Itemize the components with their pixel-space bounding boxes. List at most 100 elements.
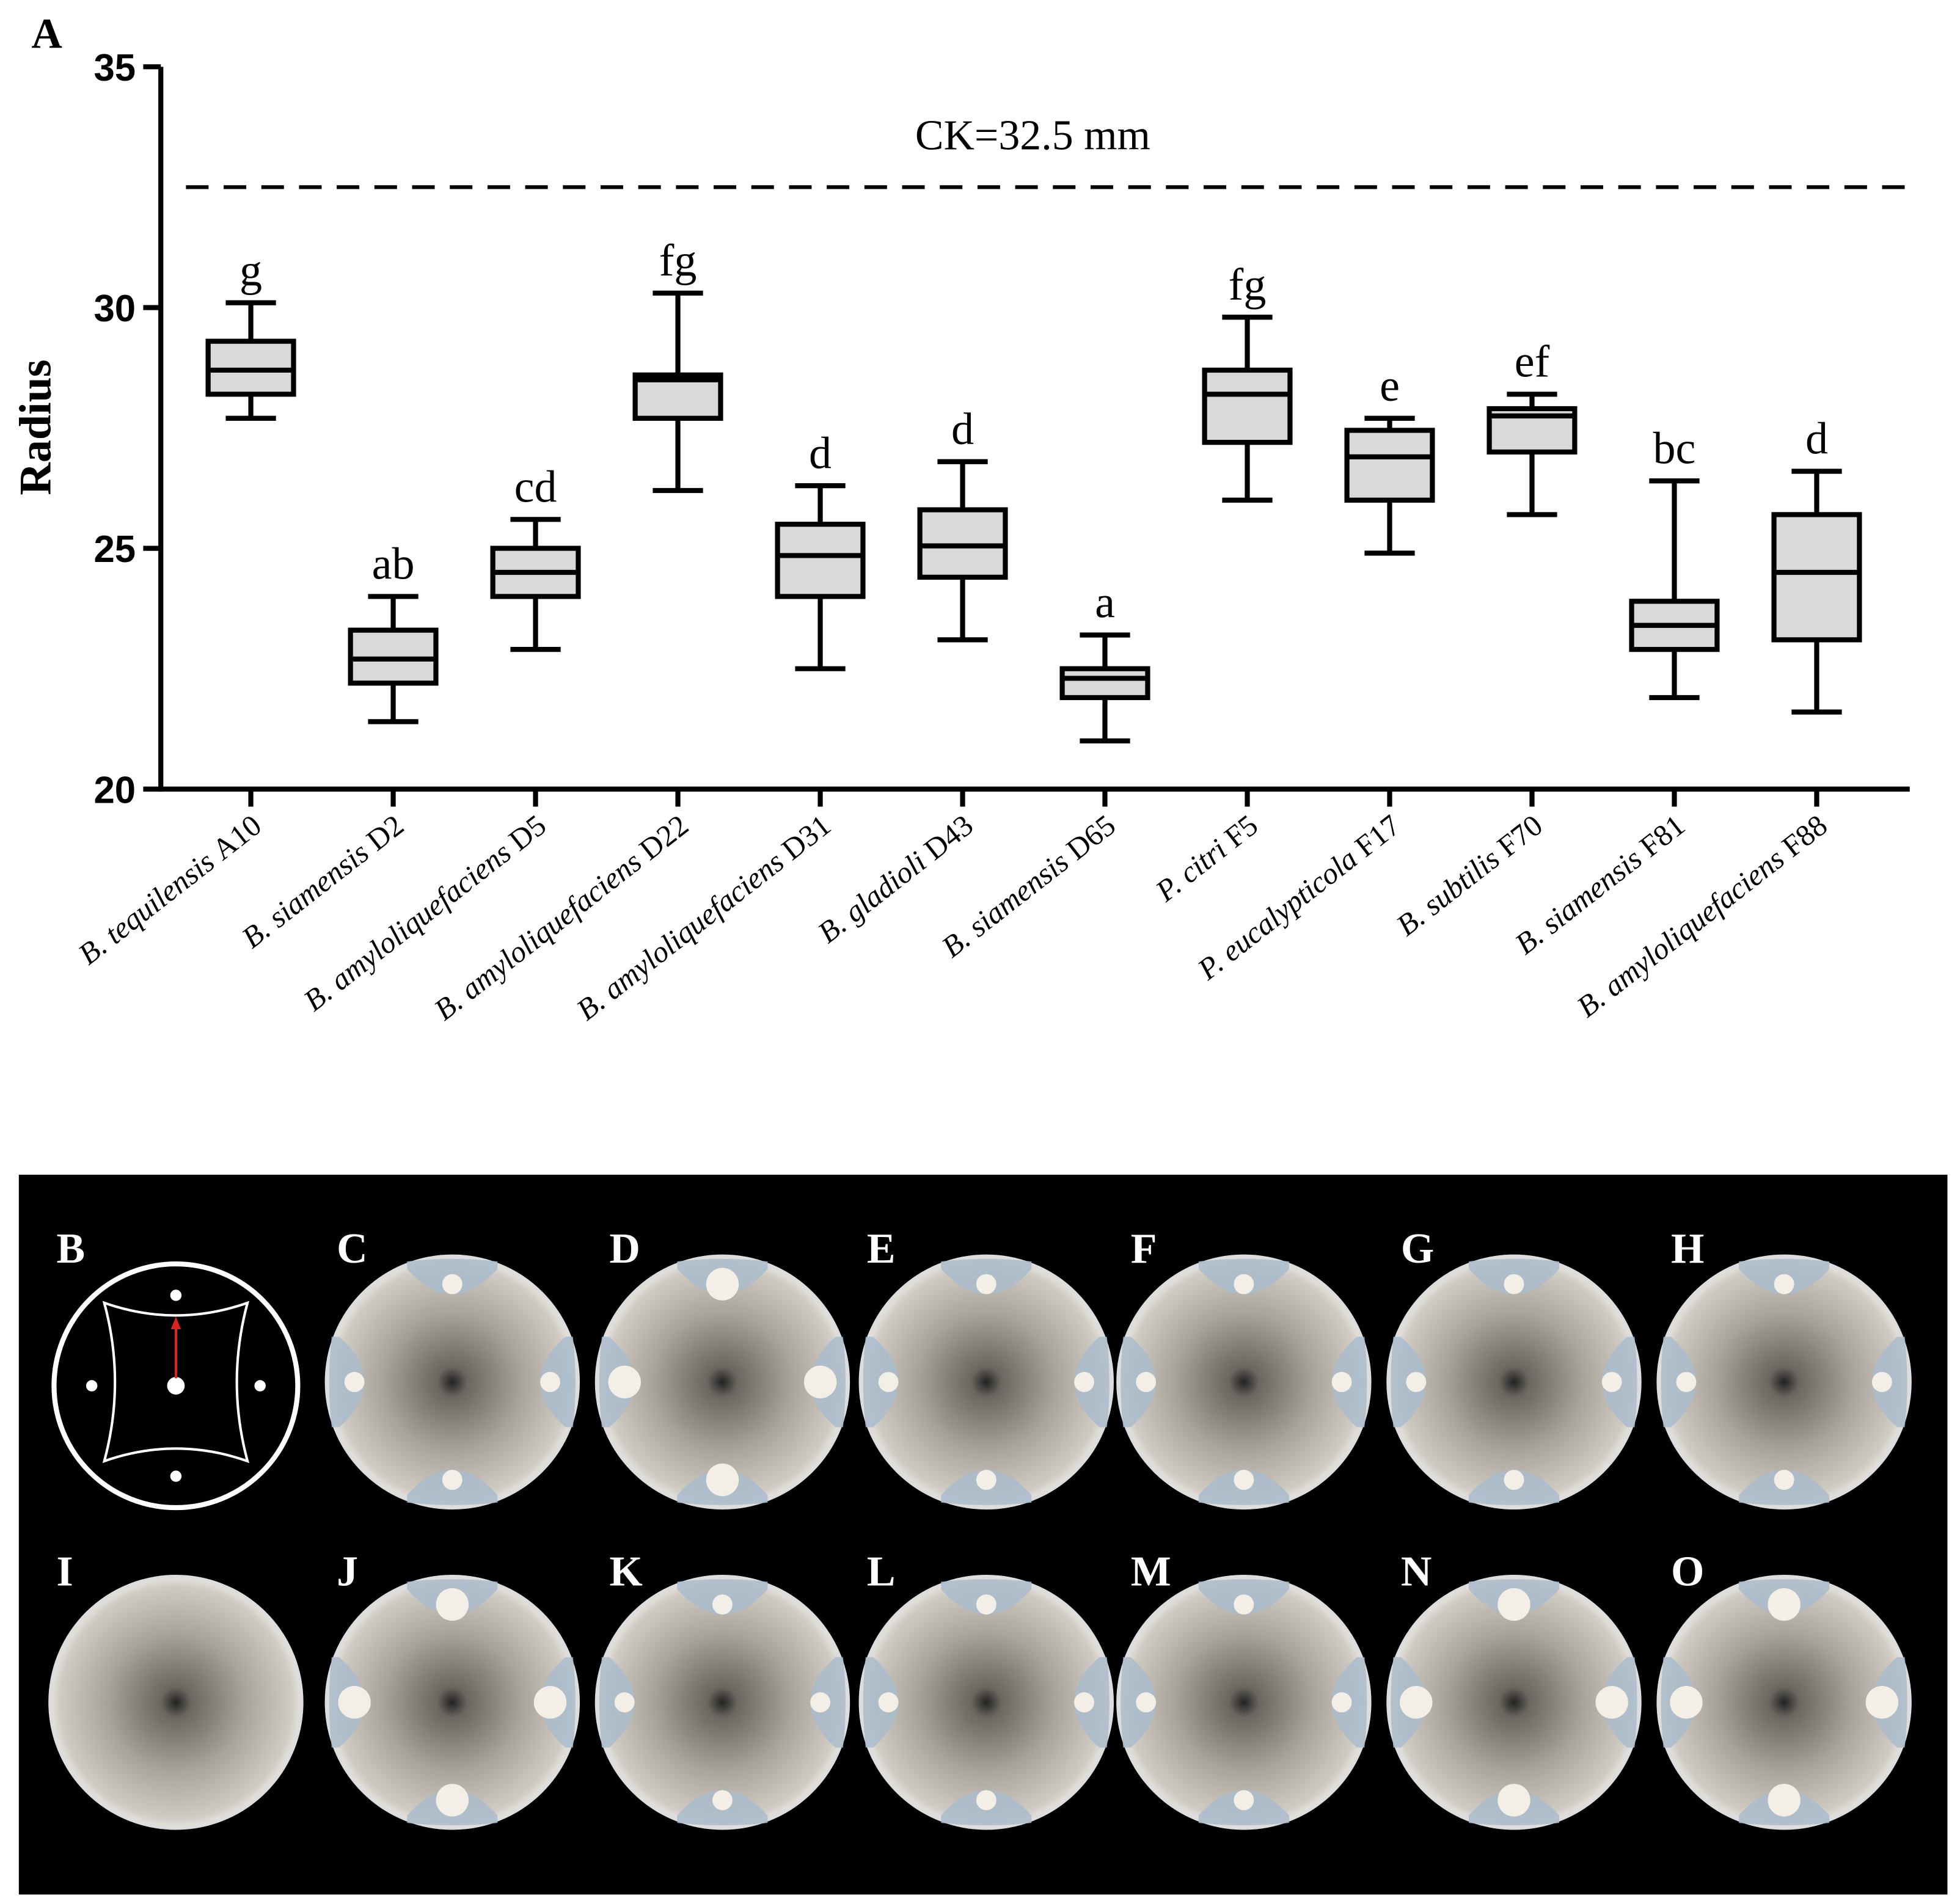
group-letter: g bbox=[240, 246, 262, 296]
colony bbox=[1504, 1470, 1524, 1491]
colony bbox=[1074, 1371, 1094, 1392]
x-tick-label: B. amyloliquefaciens D31 bbox=[570, 808, 837, 1027]
x-tick-label: B. tequilensis A10 bbox=[72, 808, 268, 971]
colony bbox=[1504, 1274, 1524, 1294]
plate bbox=[1386, 1254, 1642, 1510]
reference-label: CK=32.5 mm bbox=[915, 112, 1150, 159]
colony bbox=[1136, 1692, 1157, 1713]
colony bbox=[1676, 1371, 1697, 1392]
colony bbox=[344, 1371, 365, 1392]
panel-label: M bbox=[1131, 1549, 1171, 1596]
colony bbox=[442, 1470, 463, 1491]
plate bbox=[324, 1254, 580, 1510]
colony bbox=[1234, 1274, 1254, 1294]
diagram-zone bbox=[102, 1301, 250, 1464]
colony bbox=[1234, 1594, 1254, 1615]
panel-label: C bbox=[337, 1225, 367, 1272]
colony bbox=[1865, 1686, 1899, 1719]
colony bbox=[1234, 1470, 1254, 1491]
panel-label: L bbox=[867, 1549, 896, 1596]
colony bbox=[712, 1594, 733, 1615]
group-letter: e bbox=[1380, 361, 1400, 411]
y-axis-label: Radius bbox=[10, 359, 60, 495]
plot: 20 25 30 35 CK=32.5 mm B. tequilensis A10 g B. … bbox=[72, 47, 1910, 1027]
colony bbox=[1871, 1371, 1892, 1392]
panel-label: G bbox=[1401, 1225, 1434, 1272]
y-tick-label: 25 bbox=[93, 528, 136, 571]
panel-label: B bbox=[57, 1225, 86, 1272]
colony bbox=[1406, 1371, 1427, 1392]
colony bbox=[706, 1268, 739, 1301]
colony bbox=[1774, 1470, 1794, 1491]
y-tick-label: 20 bbox=[93, 769, 136, 811]
group-letter: fg bbox=[659, 236, 697, 286]
panel-label: A bbox=[31, 10, 62, 57]
box bbox=[1202, 367, 1293, 445]
colony bbox=[1331, 1371, 1352, 1392]
colony bbox=[1774, 1274, 1794, 1294]
group-letter: fg bbox=[1229, 260, 1267, 310]
colony bbox=[436, 1784, 469, 1817]
group-letter: d bbox=[809, 428, 832, 478]
plate bbox=[1656, 1254, 1912, 1510]
group-letter: a bbox=[1095, 578, 1115, 628]
colony bbox=[614, 1692, 635, 1713]
x-tick-label: B. amyloliquefaciens D5 bbox=[298, 808, 552, 1018]
plate bbox=[594, 1575, 850, 1830]
plate bbox=[1116, 1575, 1372, 1830]
box bbox=[1771, 512, 1862, 643]
panel-label: F bbox=[1131, 1225, 1157, 1272]
panel-label: E bbox=[867, 1225, 896, 1272]
colony bbox=[1670, 1686, 1703, 1719]
group-letter: cd bbox=[514, 462, 557, 513]
colony bbox=[1768, 1588, 1801, 1621]
plate bbox=[594, 1254, 850, 1510]
panel-label: K bbox=[609, 1549, 642, 1596]
panel-label: I bbox=[57, 1549, 73, 1596]
plate bbox=[324, 1575, 580, 1830]
diagram-dot bbox=[254, 1380, 266, 1392]
colony bbox=[1768, 1784, 1801, 1817]
group-letter: d bbox=[951, 404, 974, 454]
colony bbox=[810, 1692, 831, 1713]
colony bbox=[1136, 1371, 1157, 1392]
colony bbox=[976, 1274, 996, 1294]
colony bbox=[533, 1686, 567, 1719]
colony bbox=[1497, 1784, 1530, 1817]
panel-label: N bbox=[1401, 1549, 1432, 1596]
diagram-plate bbox=[51, 1261, 301, 1511]
box bbox=[1059, 666, 1150, 701]
colony bbox=[1074, 1692, 1094, 1713]
y-tick-label: 35 bbox=[93, 47, 136, 89]
diagram-dot bbox=[170, 1470, 182, 1482]
box bbox=[1344, 428, 1435, 503]
panel-label: O bbox=[1671, 1549, 1704, 1596]
panel-label: D bbox=[609, 1225, 640, 1272]
colony bbox=[436, 1588, 469, 1621]
diagram-dot bbox=[86, 1380, 98, 1392]
colony bbox=[338, 1686, 371, 1719]
colony bbox=[1234, 1790, 1254, 1811]
plate bbox=[1386, 1575, 1642, 1830]
colony bbox=[1331, 1692, 1352, 1713]
diagram-dot bbox=[170, 1290, 182, 1301]
box bbox=[775, 522, 866, 599]
colony bbox=[976, 1594, 996, 1615]
colony bbox=[540, 1371, 560, 1392]
colony bbox=[442, 1274, 463, 1294]
plate bbox=[858, 1575, 1114, 1830]
photo-grid: B C D E F G H I J K L M N O bbox=[48, 1225, 1912, 1830]
colony bbox=[878, 1692, 899, 1713]
y-tick-label: 30 bbox=[93, 288, 136, 330]
colony bbox=[878, 1371, 899, 1392]
x-tick-label: B. amyloliquefaciens F88 bbox=[1571, 808, 1834, 1024]
colony bbox=[1400, 1686, 1433, 1719]
group-letter: ef bbox=[1515, 337, 1550, 387]
group-letter: bc bbox=[1653, 423, 1696, 473]
panel-label: H bbox=[1671, 1225, 1704, 1272]
plate bbox=[1656, 1575, 1912, 1830]
x-tick-label: P. citri F5 bbox=[1149, 808, 1263, 908]
colony bbox=[976, 1790, 996, 1811]
group-letter: d bbox=[1805, 414, 1828, 464]
